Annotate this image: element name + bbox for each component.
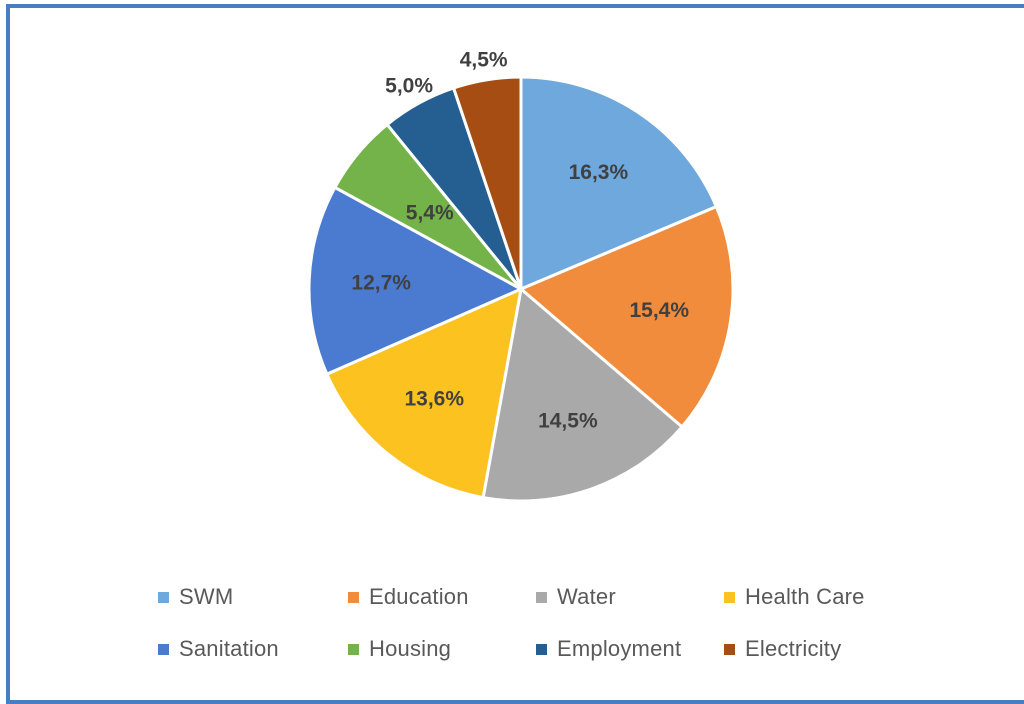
pie-slice-sanitation [307, 185, 525, 377]
legend-swatch [158, 591, 169, 603]
pie-slices [307, 75, 735, 503]
legend-item-sanitation: Sanitation [158, 634, 279, 664]
legend-item-education: Education [348, 582, 469, 612]
legend-item-employment: Employment [536, 634, 681, 664]
legend-swatch [724, 591, 735, 603]
legend-label: Water [557, 584, 616, 609]
legend-label: Employment [557, 636, 682, 661]
legend-swatch [536, 591, 547, 603]
data-label-water: 14,5% [538, 409, 598, 432]
legend-item-swm: SWM [158, 582, 233, 612]
data-label-education: 15,4% [629, 299, 689, 322]
pie-chart: 16,3% 15,4% 14,5% 13,6% 12,7% 5,4% 5,0% 4,5% [307, 49, 735, 503]
legend-swatch [348, 591, 359, 603]
legend-item-electricity: Electricity [724, 634, 841, 664]
legend-swatch [158, 643, 169, 655]
legend-label: Electricity [745, 636, 842, 661]
legend-label: Education [369, 584, 469, 609]
legend-item-health-care: Health Care [724, 582, 865, 612]
pie-slice-electricity [451, 75, 523, 290]
data-label-sanitation: 12,7% [351, 271, 411, 294]
legend-swatch [724, 643, 735, 655]
legend-label: SWM [179, 584, 234, 609]
legend-label: Housing [369, 636, 452, 661]
pie-slice-education [518, 204, 735, 430]
data-label-swm: 16,3% [569, 161, 629, 184]
data-label-electricity: 4,5% [460, 49, 508, 72]
data-label-housing: 5,4% [406, 202, 454, 225]
pie-slice-swm [519, 75, 719, 292]
data-label-health-care: 13,6% [404, 387, 464, 410]
pie-data-labels: 16,3% 15,4% 14,5% 13,6% 12,7% 5,4% 5,0% 4,5% [351, 49, 689, 433]
legend-swatch [348, 643, 359, 655]
legend-swatch [536, 643, 547, 655]
pie-slice-health-care [324, 286, 523, 500]
legend-label: Sanitation [179, 636, 279, 661]
legend-item-housing: Housing [348, 634, 451, 664]
legend-item-water: Water [536, 582, 616, 612]
legend-label: Health Care [745, 584, 865, 609]
data-label-employment: 5,0% [385, 74, 433, 97]
pie-slice-water [481, 286, 685, 503]
